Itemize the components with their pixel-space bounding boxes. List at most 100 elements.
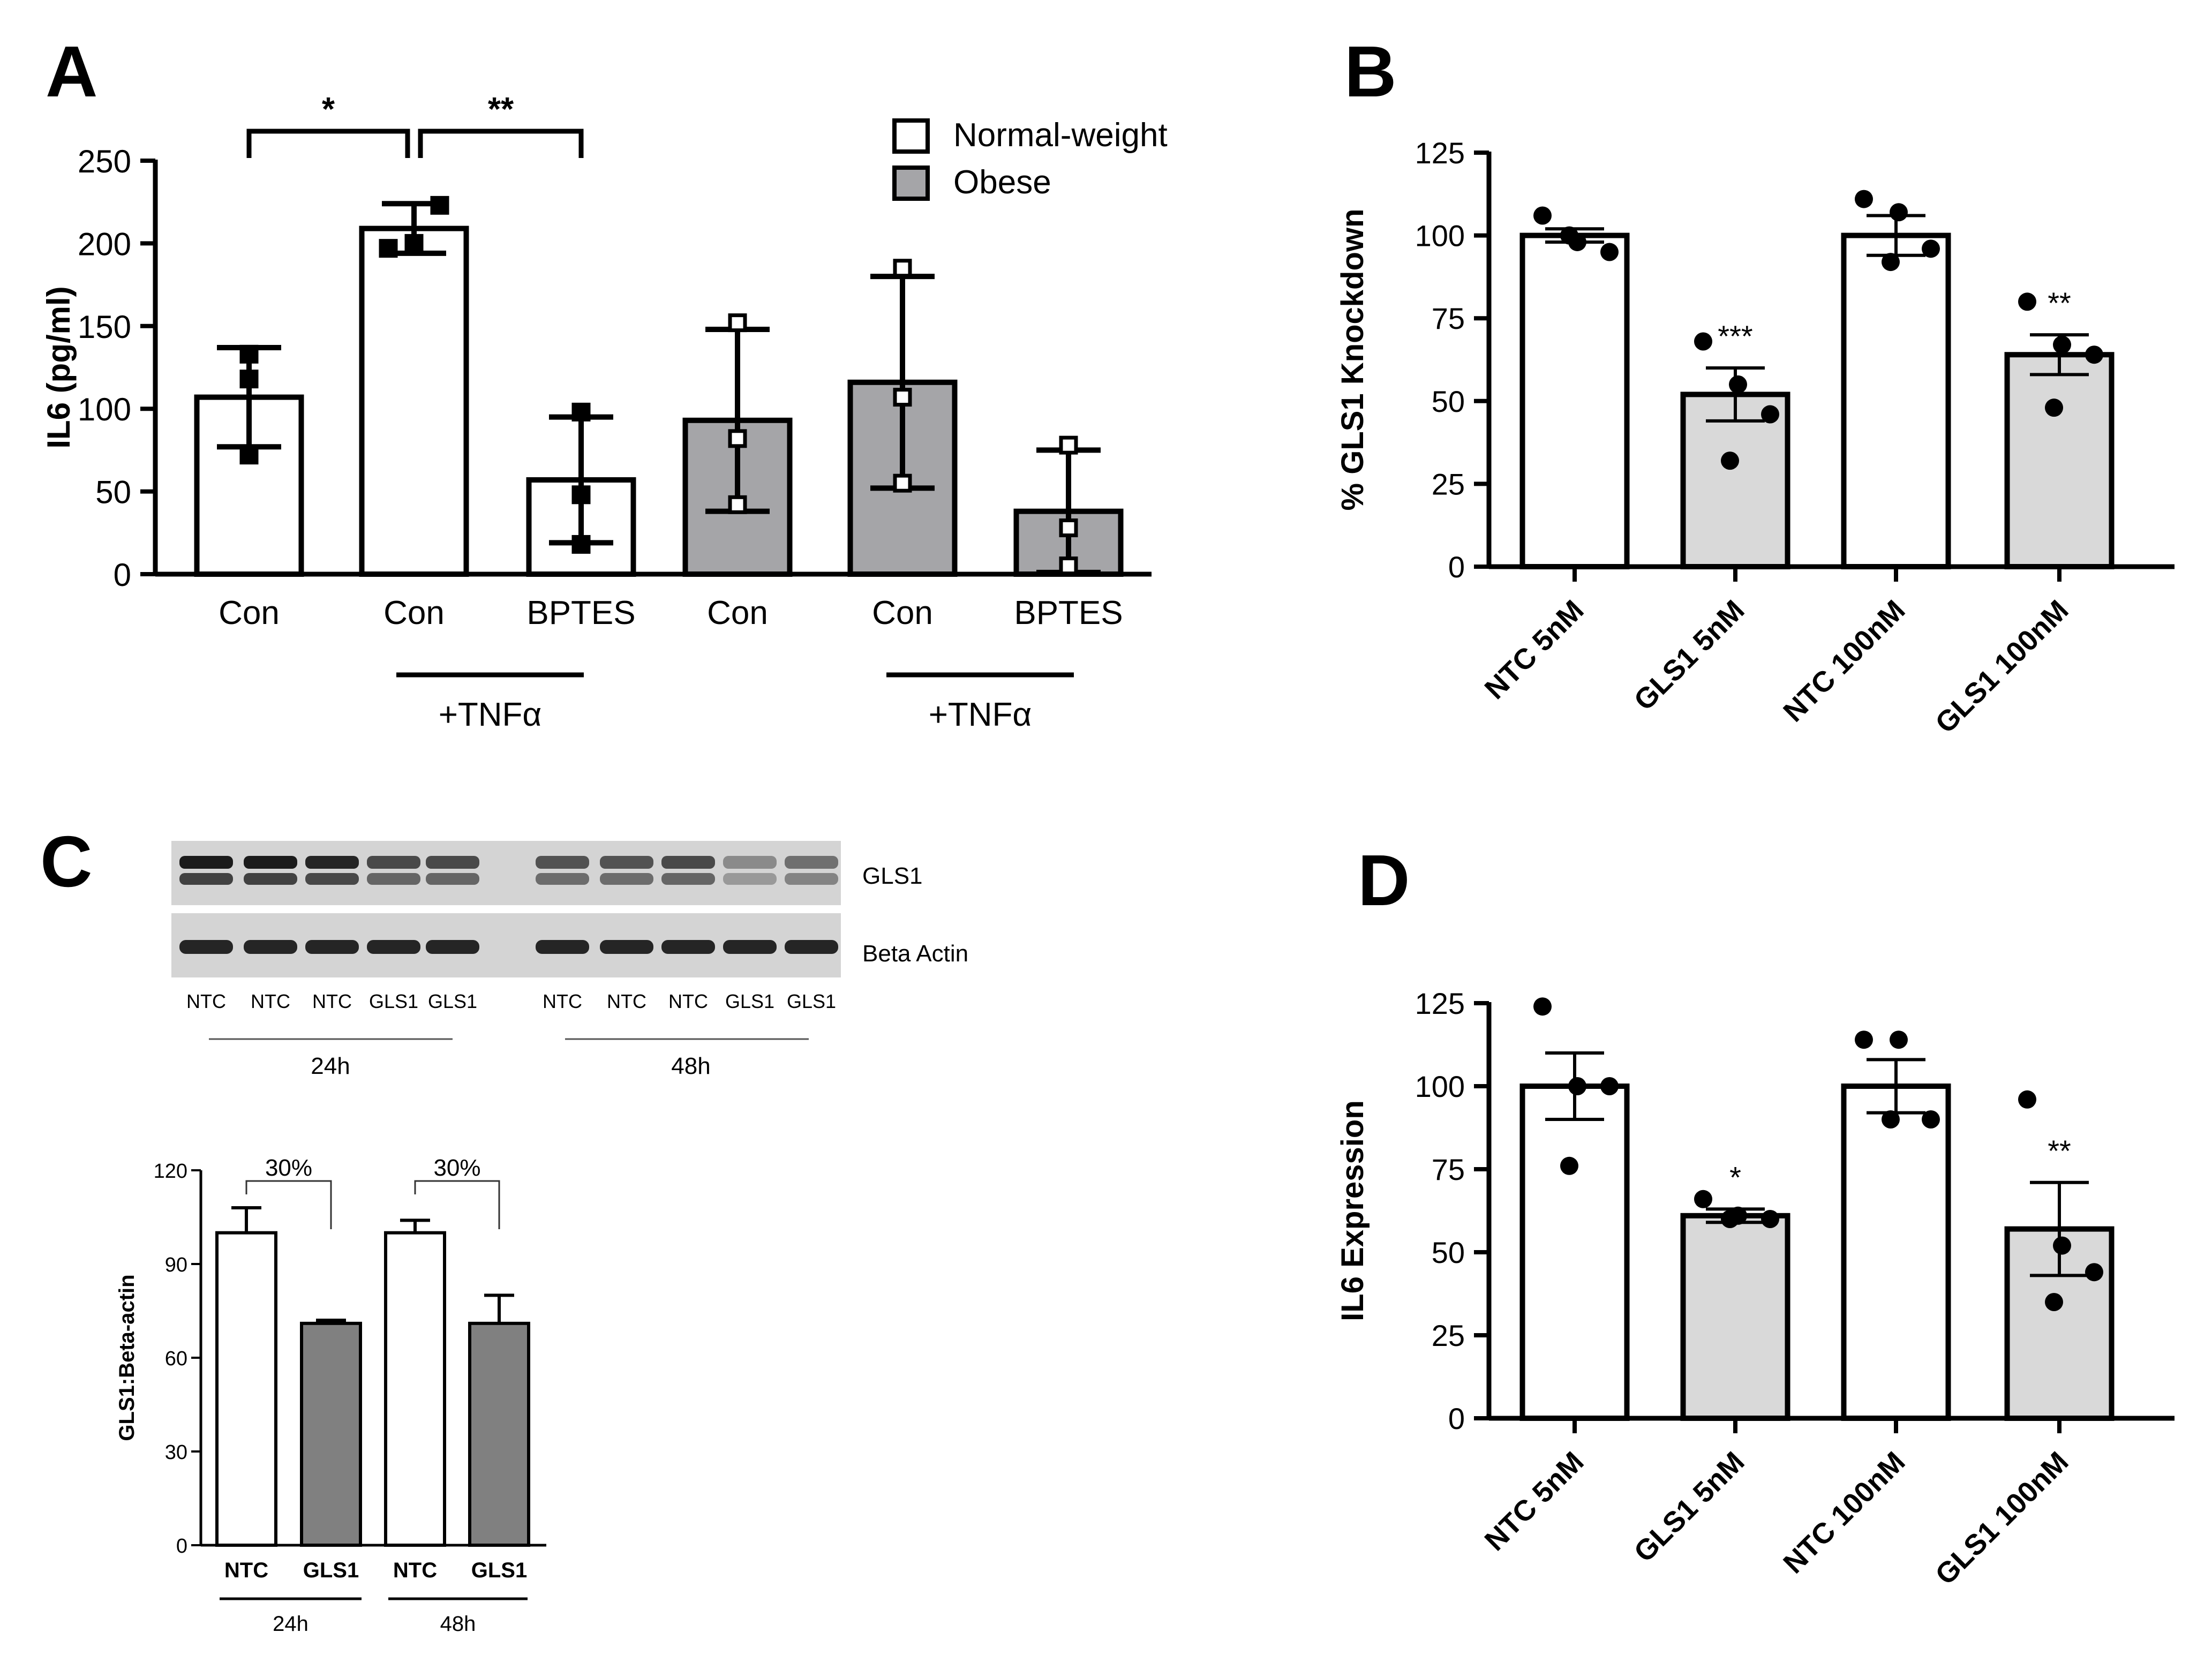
data-point [239,446,259,465]
data-point [379,239,398,258]
bar [1519,1084,1630,1421]
data-point [1922,239,1940,258]
lane-label: NTC [543,990,582,1012]
x-tick-label: GLS1 [471,1559,527,1582]
y-axis-label: IL6 (pg/ml) [41,286,77,448]
gls1-band [661,873,715,885]
y-tick-label: 100 [78,392,131,427]
gls1-band [305,873,359,885]
actin-band [661,940,715,954]
gls1-band [426,873,479,885]
x-tick-label: Con [219,595,280,631]
data-point [728,313,747,333]
panel-b-chart: 0 25 50 75 100 125 % GLS1 Knockdown NTC 5nM *** G… [1335,136,2175,740]
data-point [2053,1236,2071,1255]
data-point [2045,398,2063,417]
panel-c-western-blot: NTC NTC NTC GLS1 GLS1 NTC NTC NTC GLS1 GLS1 GLS1 Be… [171,841,968,1079]
significance-label: ** [2048,1134,2071,1168]
x-tick-label: NTC [393,1559,437,1582]
lane-label: NTC [668,990,708,1012]
actin-band [785,940,838,954]
y-tick-label: 0 [1448,1402,1465,1435]
x-tick-label: GLS1 5nM [1628,1446,1750,1568]
bar [300,1321,362,1547]
y-tick-label: 60 [165,1348,187,1370]
x-tick-label: NTC 5nM [1479,1446,1590,1557]
data-point [1882,1110,1900,1129]
x-tick-label: NTC 100nM [1777,594,1911,728]
protein-label-gls1: GLS1 [862,863,923,889]
gls1-band [367,856,420,869]
y-tick-label: 150 [78,309,131,345]
panel-letter-a: A [46,31,98,112]
significance-label: * [1729,1160,1741,1194]
legend-label: Normal-weight [953,117,1168,154]
lane-label: GLS1 [369,990,418,1012]
y-axis-label: % GLS1 Knockdown [1335,209,1370,511]
timepoint-label: 48h [671,1053,710,1079]
bar [1680,1213,1790,1421]
data-point [1600,1077,1619,1095]
data-point [1855,190,1873,208]
data-point [1855,1030,1873,1049]
x-tick-label: Con [383,595,445,631]
actin-band [244,940,297,954]
bar [1841,1084,1951,1421]
data-point [571,535,591,554]
bar [384,1231,446,1547]
actin-band [179,940,233,954]
panel-letter-c: C [40,821,93,902]
panel-c-chart: 0 30 60 90 120 GLS1:Beta-actin NTC GLS1 NTC GLS1 2… [115,1155,546,1636]
panel-letter-b: B [1344,31,1397,112]
gls1-band [723,873,777,885]
x-tick-label: Con [707,595,768,631]
actin-band [426,940,479,954]
data-point [239,370,259,389]
data-point [571,485,591,505]
data-point [1533,997,1552,1016]
gls1-band [426,856,479,869]
gls1-band [179,873,233,885]
y-tick-label: 30 [165,1441,187,1464]
actin-band [536,940,589,954]
gls1-band [600,873,653,885]
bar [1519,232,1630,570]
y-tick-label: 0 [1448,550,1465,584]
significance-label: *** [1718,319,1752,353]
data-point [1729,375,1747,394]
y-tick-label: 0 [114,557,131,593]
panel-letter-d: D [1358,840,1410,921]
x-tick-label: GLS1 5nM [1628,594,1750,717]
y-tick-label: 100 [1415,219,1465,253]
data-point [1761,1210,1779,1228]
data-point [1922,1110,1940,1129]
significance-label: ** [488,91,514,128]
data-point [239,344,259,364]
y-tick-label: 25 [1432,467,1465,501]
group-label: +TNFα [439,696,542,733]
y-tick-label: 125 [1415,136,1465,170]
gls1-band [179,856,233,869]
y-tick-label: 25 [1432,1319,1465,1352]
y-axis-label: IL6 Expression [1335,1100,1370,1321]
lane-label: NTC [312,990,352,1012]
y-tick-label: 125 [1415,987,1465,1020]
x-tick-label: BPTES [1014,595,1123,631]
data-point [1721,1210,1739,1228]
lane-label: GLS1 [428,990,477,1012]
data-point [1882,253,1900,272]
data-point [2045,1293,2063,1311]
percent-bracket [414,1180,500,1229]
data-point [1600,243,1619,261]
data-point [571,402,591,422]
gls1-band [536,856,589,869]
data-point [1533,206,1552,225]
bar [1841,232,1951,570]
group-label: 48h [440,1612,476,1636]
significance-label: * [322,91,335,128]
data-point [2018,292,2036,311]
actin-band [367,940,420,954]
y-tick-label: 75 [1432,302,1465,335]
bar [2004,352,2115,569]
lane-label: NTC [251,990,290,1012]
